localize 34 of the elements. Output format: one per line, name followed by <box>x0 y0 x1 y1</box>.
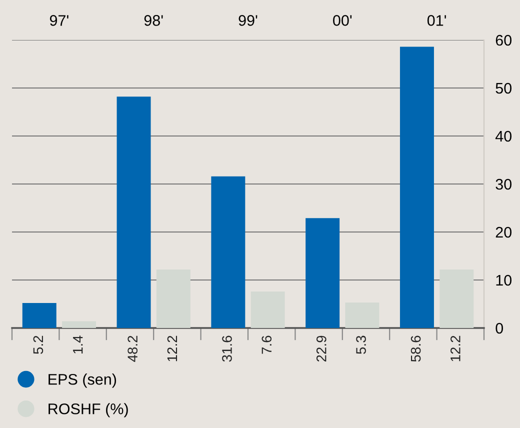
bar <box>400 46 434 328</box>
data-label: 31.6 <box>222 336 232 362</box>
y-tick-label: 40 <box>495 130 512 142</box>
data-label: 12.2 <box>450 336 460 362</box>
y-tick-label: 30 <box>496 178 512 190</box>
bar <box>156 269 190 328</box>
bar <box>62 321 96 328</box>
x-tick-label: 98' <box>144 15 163 26</box>
data-label: 22.9 <box>316 336 326 362</box>
x-tick-label: 97' <box>50 15 68 26</box>
bar <box>306 218 340 328</box>
data-label: 12.2 <box>167 336 178 362</box>
data-label: 5.3 <box>356 336 366 354</box>
bar <box>440 269 474 328</box>
bar <box>116 96 151 328</box>
x-tick-label: 99' <box>238 15 258 26</box>
y-tick-label: 60 <box>496 34 512 46</box>
bar <box>345 302 380 328</box>
y-tick-label: 50 <box>496 82 512 94</box>
data-label: 58.6 <box>410 336 421 362</box>
y-tick-label: 10 <box>496 274 512 286</box>
data-label: 1.4 <box>73 336 83 354</box>
y-tick-label: 0 <box>496 322 504 334</box>
data-label: 5.2 <box>33 336 44 354</box>
bar <box>250 292 285 328</box>
bar <box>22 303 56 328</box>
data-label: 7.6 <box>262 336 272 354</box>
x-tick-label: 01' <box>427 15 446 26</box>
legend-label: ROSHF (%) <box>48 403 128 418</box>
x-tick-label: 00' <box>333 15 352 26</box>
data-label: 48.2 <box>128 336 138 362</box>
bar <box>211 176 246 328</box>
legend-label: EPS (sen) <box>48 374 116 388</box>
y-tick-label: 20 <box>496 226 512 238</box>
